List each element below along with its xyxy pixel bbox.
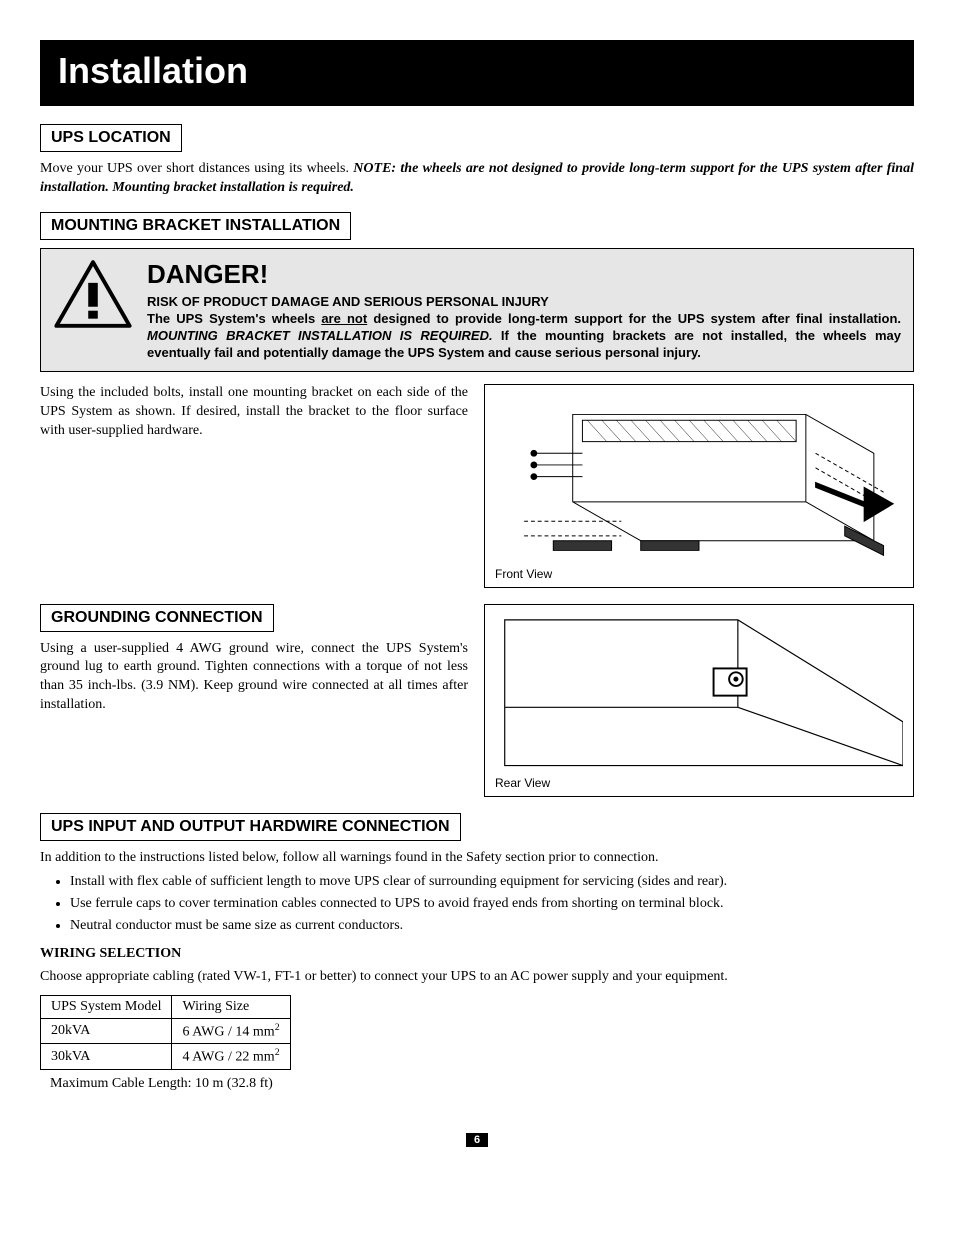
heading-mounting: MOUNTING BRACKET INSTALLATION <box>40 212 351 240</box>
mounting-instructions: Using the included bolts, install one mo… <box>40 384 468 441</box>
front-view-diagram <box>495 395 903 560</box>
wiring-table: UPS System Model Wiring Size 20kVA 6 AWG… <box>40 995 291 1070</box>
front-view-caption: Front View <box>495 567 903 581</box>
wiring-selection-heading: WIRING SELECTION <box>40 946 914 962</box>
table-note: Maximum Cable Length: 10 m (32.8 ft) <box>50 1076 914 1092</box>
list-item: Neutral conductor must be same size as c… <box>70 918 914 934</box>
rear-view-diagram <box>495 615 903 770</box>
cell-model: 20kVA <box>41 1018 172 1044</box>
rear-view-caption: Rear View <box>495 776 903 790</box>
figure-front-view: Front View <box>484 384 914 587</box>
page-number: 6 <box>40 1132 914 1148</box>
danger-body: The UPS System's wheels are not designed… <box>147 311 901 362</box>
page-title-bar: Installation <box>40 40 914 106</box>
figure-rear-view: Rear View <box>484 604 914 797</box>
ups-location-body: Move your UPS over short distances using… <box>40 160 914 198</box>
grounding-body: Using a user-supplied 4 AWG ground wire,… <box>40 640 468 716</box>
heading-hardwire: UPS INPUT AND OUTPUT HARDWIRE CONNECTION <box>40 813 461 841</box>
hardwire-bullets: Install with flex cable of sufficient le… <box>70 874 914 934</box>
hardwire-intro: In addition to the instructions listed b… <box>40 849 914 868</box>
table-row: 30kVA 4 AWG / 22 mm2 <box>41 1044 291 1070</box>
table-row: UPS System Model Wiring Size <box>41 995 291 1018</box>
warning-triangle-icon <box>53 259 133 362</box>
page-number-badge: 6 <box>466 1133 488 1147</box>
wiring-intro: Choose appropriate cabling (rated VW-1, … <box>40 968 914 987</box>
col-model: UPS System Model <box>41 995 172 1018</box>
cell-model: 30kVA <box>41 1044 172 1070</box>
grounding-two-col: GROUNDING CONNECTION Using a user-suppli… <box>40 604 914 797</box>
danger-box: DANGER! RISK OF PRODUCT DAMAGE AND SERIO… <box>40 248 914 373</box>
danger-content: DANGER! RISK OF PRODUCT DAMAGE AND SERIO… <box>147 259 901 362</box>
list-item: Install with flex cable of sufficient le… <box>70 874 914 890</box>
mounting-two-col: Using the included bolts, install one mo… <box>40 384 914 587</box>
danger-title: DANGER! <box>147 259 901 290</box>
heading-ups-location: UPS LOCATION <box>40 124 182 152</box>
heading-grounding: GROUNDING CONNECTION <box>40 604 274 632</box>
table-row: 20kVA 6 AWG / 14 mm2 <box>41 1018 291 1044</box>
ups-location-prefix: Move your UPS over short distances using… <box>40 161 353 176</box>
cell-size: 4 AWG / 22 mm2 <box>172 1044 290 1070</box>
page-title: Installation <box>58 50 248 91</box>
col-size: Wiring Size <box>172 995 290 1018</box>
cell-size: 6 AWG / 14 mm2 <box>172 1018 290 1044</box>
danger-subtitle: RISK OF PRODUCT DAMAGE AND SERIOUS PERSO… <box>147 294 901 309</box>
list-item: Use ferrule caps to cover termination ca… <box>70 896 914 912</box>
